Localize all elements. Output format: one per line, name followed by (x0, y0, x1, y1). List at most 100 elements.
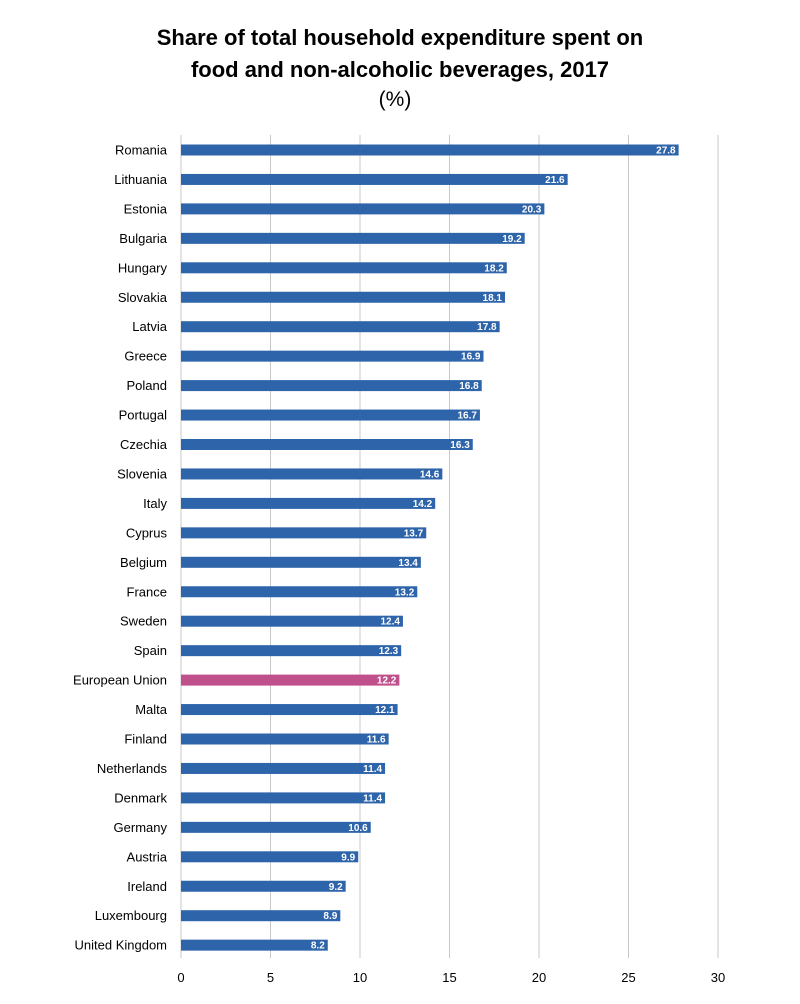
bar-luxembourg (181, 910, 341, 922)
category-label-luxembourg: Luxembourg (95, 908, 167, 923)
bar-spain (181, 645, 402, 657)
bar-belgium (181, 556, 421, 568)
data-label-portugal: 16.7 (457, 411, 477, 422)
x-axis: 0 5 10 15 20 25 30 (177, 970, 725, 985)
data-label-malta: 12.1 (375, 705, 395, 716)
category-label-netherlands: Netherlands (97, 761, 168, 776)
bar-finland (181, 733, 389, 745)
category-label-poland: Poland (127, 378, 167, 393)
x-tick-label-5: 5 (267, 970, 274, 985)
category-label-hungary: Hungary (118, 260, 168, 275)
category-label-malta: Malta (135, 702, 168, 717)
category-label-european-union: European Union (73, 673, 167, 688)
category-label-sweden: Sweden (120, 614, 167, 629)
data-label-luxembourg: 8.9 (323, 911, 337, 922)
x-tick-label-15: 15 (442, 970, 456, 985)
bar-greece (181, 350, 484, 362)
data-label-sweden: 12.4 (380, 617, 400, 628)
bar-germany (181, 821, 371, 833)
x-tick-label-25: 25 (621, 970, 635, 985)
data-label-france: 13.2 (395, 587, 415, 598)
bar-lithuania (181, 173, 568, 185)
bar-bulgaria (181, 232, 525, 244)
category-label-belgium: Belgium (120, 555, 167, 570)
x-tick-label-10: 10 (353, 970, 367, 985)
bar-hungary (181, 262, 507, 274)
bar-sweden (181, 615, 403, 627)
category-label-denmark: Denmark (114, 790, 167, 805)
category-label-austria: Austria (127, 849, 168, 864)
category-label-greece: Greece (124, 349, 167, 364)
bar-estonia (181, 203, 545, 215)
data-label-ireland: 9.2 (329, 882, 343, 893)
category-labels: Romania Lithuania Estonia Bulgaria Hungary Sl… (73, 143, 168, 953)
data-label-spain: 12.3 (379, 646, 399, 657)
bar-denmark (181, 792, 386, 804)
category-label-finland: Finland (124, 732, 167, 747)
chart-title-line-1: Share of total household expenditure spe… (156, 25, 644, 50)
data-label-italy: 14.2 (413, 499, 433, 510)
data-label-finland: 11.6 (367, 735, 386, 746)
bar-european-union (181, 674, 400, 686)
data-label-romania: 27.8 (656, 146, 676, 157)
category-label-latvia: Latvia (132, 319, 167, 334)
bars: 27.8 21.6 20.3 19.2 18.2 18.1 17.8 16.9 16.8 16.7… (181, 144, 679, 952)
data-label-slovenia: 14.6 (420, 469, 440, 480)
x-tick-label-20: 20 (532, 970, 546, 985)
category-label-ireland: Ireland (127, 879, 167, 894)
bar-czechia (181, 439, 473, 450)
data-label-hungary: 18.2 (484, 263, 504, 274)
data-label-denmark: 11.4 (363, 793, 382, 804)
bar-italy (181, 497, 436, 509)
category-label-cyprus: Cyprus (126, 525, 168, 540)
bar-france (181, 586, 418, 598)
bar-ireland (181, 880, 346, 892)
bar-malta (181, 704, 398, 716)
x-tick-label-0: 0 (177, 970, 184, 985)
data-label-european-union: 12.2 (377, 676, 397, 687)
chart-title: Share of total household expenditure spe… (0, 22, 800, 86)
bar-austria (181, 851, 359, 863)
data-label-estonia: 20.3 (522, 204, 542, 215)
category-label-italy: Italy (143, 496, 167, 511)
category-label-estonia: Estonia (124, 201, 168, 216)
category-label-slovakia: Slovakia (118, 290, 168, 305)
category-label-slovenia: Slovenia (117, 466, 168, 481)
data-label-poland: 16.8 (459, 381, 479, 392)
category-label-bulgaria: Bulgaria (119, 231, 167, 246)
data-label-bulgaria: 19.2 (502, 234, 522, 245)
category-label-portugal: Portugal (119, 408, 168, 423)
category-label-france: France (127, 584, 167, 599)
data-label-austria: 9.9 (341, 852, 355, 863)
bar-united-kingdom (181, 939, 328, 951)
data-label-czechia: 16.3 (450, 440, 470, 451)
bar-slovenia (181, 468, 443, 480)
category-label-romania: Romania (115, 143, 168, 158)
bar-netherlands (181, 762, 386, 774)
category-label-czechia: Czechia (120, 437, 168, 452)
category-label-germany: Germany (114, 820, 168, 835)
bar-latvia (181, 321, 500, 333)
data-label-cyprus: 13.7 (404, 528, 424, 539)
bar-romania (181, 144, 679, 156)
data-label-united-kingdom: 8.2 (311, 941, 325, 952)
category-label-lithuania: Lithuania (114, 172, 168, 187)
x-tick-label-30: 30 (711, 970, 725, 985)
bar-portugal (181, 409, 480, 421)
chart-subtitle: (%) (378, 88, 412, 111)
bar-cyprus (181, 527, 427, 539)
data-label-lithuania: 21.6 (545, 175, 565, 186)
grid-lines (180, 135, 719, 958)
bar-slovakia (181, 291, 505, 303)
data-label-greece: 16.9 (461, 352, 481, 363)
data-label-germany: 10.6 (348, 823, 368, 834)
category-label-spain: Spain (134, 643, 167, 658)
data-label-latvia: 17.8 (477, 322, 497, 333)
data-label-netherlands: 11.4 (363, 764, 382, 775)
category-label-united-kingdom: United Kingdom (75, 938, 168, 953)
chart-title-line-2: food and non-alcoholic beverages, 2017 (190, 57, 610, 82)
bar-poland (181, 380, 482, 392)
data-label-slovakia: 18.1 (483, 293, 503, 304)
data-label-belgium: 13.4 (398, 558, 418, 569)
